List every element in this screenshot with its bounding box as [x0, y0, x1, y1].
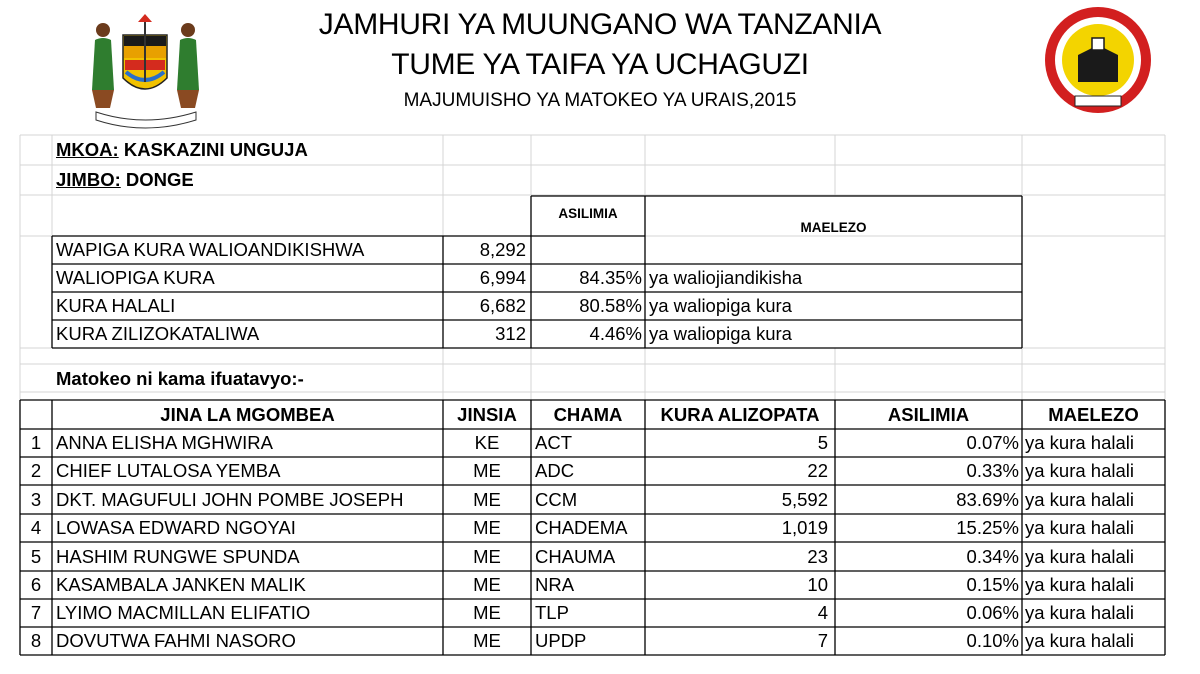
candidate-name: DKT. MAGUFULI JOHN POMBE JOSEPH — [56, 489, 404, 510]
header-name: JINA LA MGOMBEA — [160, 404, 335, 425]
candidate-gender: ME — [473, 460, 501, 481]
candidate-percent: 83.69% — [956, 489, 1019, 510]
row-number: 3 — [30, 489, 42, 510]
candidate-gender: ME — [473, 602, 501, 623]
summary-label: KURA HALALI — [56, 295, 176, 316]
row-number: 8 — [30, 630, 42, 651]
candidate-party: ADC — [535, 460, 575, 481]
candidate-name: LOWASA EDWARD NGOYAI — [56, 517, 296, 538]
candidate-percent: 0.15% — [966, 574, 1019, 595]
summary-note-header: MAELEZO — [800, 220, 867, 235]
summary-label: WALIOPIGA KURA — [56, 267, 215, 288]
summary-value: 6,994 — [479, 267, 526, 288]
candidate-note: ya kura halali — [1025, 574, 1135, 595]
results-intro: Matokeo ni kama ifuatavyo:- — [56, 368, 304, 389]
row-number: 6 — [30, 574, 42, 595]
candidate-name: ANNA ELISHA MGHWIRA — [56, 432, 273, 453]
summary-percent: 4.46% — [589, 323, 642, 344]
summary-percent: 84.35% — [579, 267, 642, 288]
candidate-party: NRA — [535, 574, 575, 595]
candidate-gender: ME — [473, 574, 501, 595]
document-subtitle: MAJUMUISHO YA MATOKEO YA URAIS,2015 — [403, 90, 797, 111]
candidate-party: UPDP — [535, 630, 587, 651]
row-number: 1 — [30, 432, 42, 453]
candidate-gender: ME — [473, 630, 501, 651]
summary-value: 8,292 — [479, 239, 526, 260]
commission-title: TUME YA TAIFA YA UCHAGUZI — [391, 48, 809, 81]
summary-note: ya waliopiga kura — [649, 295, 792, 316]
constituency-row: JIMBO: DONGE — [56, 166, 194, 194]
row-number: 5 — [30, 546, 42, 567]
candidate-name: KASAMBALA JANKEN MALIK — [56, 574, 306, 595]
row-number: 2 — [30, 460, 42, 481]
candidate-party: CHAUMA — [535, 546, 616, 567]
summary-note: ya waliojiandikisha — [649, 267, 803, 288]
summary-percent: 80.58% — [579, 295, 642, 316]
candidate-note: ya kura halali — [1025, 432, 1135, 453]
candidate-votes: 22 — [807, 460, 828, 481]
candidate-name: HASHIM RUNGWE SPUNDA — [56, 546, 300, 567]
header-party: CHAMA — [553, 404, 623, 425]
candidate-gender: ME — [473, 489, 501, 510]
candidate-name: DOVUTWA FAHMI NASORO — [56, 630, 296, 651]
summary-label: KURA ZILIZOKATALIWA — [56, 323, 260, 344]
candidate-votes: 1,019 — [781, 517, 828, 538]
candidate-party: CHADEMA — [535, 517, 628, 538]
row-number: 4 — [30, 517, 42, 538]
region-value: KASKAZINI UNGUJA — [123, 139, 308, 160]
candidate-note: ya kura halali — [1025, 602, 1135, 623]
region-label: MKOA: — [56, 139, 119, 160]
candidate-votes: 10 — [807, 574, 828, 595]
candidate-name: LYIMO MACMILLAN ELIFATIO — [56, 602, 311, 623]
constituency-label: JIMBO: — [56, 169, 121, 190]
candidate-percent: 0.33% — [966, 460, 1019, 481]
candidate-note: ya kura halali — [1025, 489, 1135, 510]
row-number: 7 — [30, 602, 42, 623]
candidate-gender: ME — [473, 546, 501, 567]
document-title: JAMHURI YA MUUNGANO WA TANZANIA — [318, 8, 882, 41]
candidate-note: ya kura halali — [1025, 630, 1135, 651]
candidate-party: TLP — [535, 602, 569, 623]
region-row: MKOA: KASKAZINI UNGUJA — [56, 136, 308, 164]
candidate-gender: ME — [473, 517, 501, 538]
candidate-name: CHIEF LUTALOSA YEMBA — [56, 460, 281, 481]
candidate-votes: 5 — [817, 432, 828, 453]
candidate-note: ya kura halali — [1025, 460, 1135, 481]
summary-value: 312 — [495, 323, 526, 344]
candidate-percent: 0.07% — [966, 432, 1019, 453]
candidate-percent: 15.25% — [956, 517, 1019, 538]
candidate-votes: 4 — [817, 602, 828, 623]
header-votes: KURA ALIZOPATA — [660, 404, 820, 425]
summary-note: ya waliopiga kura — [649, 323, 792, 344]
candidate-percent: 0.06% — [966, 602, 1019, 623]
candidate-percent: 0.34% — [966, 546, 1019, 567]
header-note: MAELEZO — [1048, 404, 1139, 425]
header-gender: JINSIA — [457, 404, 517, 425]
candidate-votes: 7 — [817, 630, 828, 651]
candidate-note: ya kura halali — [1025, 517, 1135, 538]
summary-value: 6,682 — [479, 295, 526, 316]
candidate-percent: 0.10% — [966, 630, 1019, 651]
summary-percent-header: ASILIMIA — [558, 206, 618, 221]
header-percent: ASILIMIA — [887, 404, 970, 425]
candidate-note: ya kura halali — [1025, 546, 1135, 567]
candidate-votes: 5,592 — [781, 489, 828, 510]
candidate-gender: KE — [474, 432, 500, 453]
candidate-party: CCM — [535, 489, 578, 510]
summary-label: WAPIGA KURA WALIOANDIKISHWA — [56, 239, 365, 260]
candidate-party: ACT — [535, 432, 572, 453]
candidate-votes: 23 — [807, 546, 828, 567]
constituency-value: DONGE — [125, 169, 194, 190]
